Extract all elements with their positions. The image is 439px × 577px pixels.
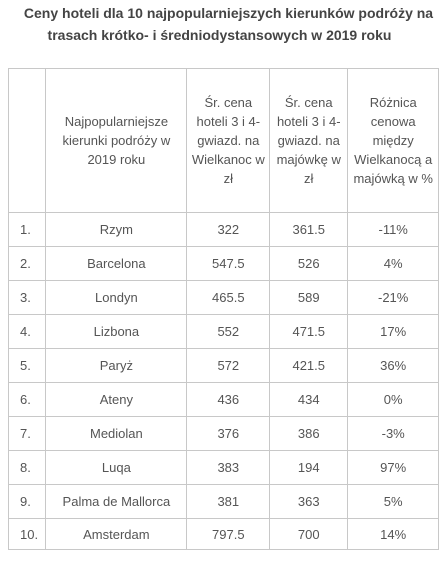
row-number: 7. (7, 416, 47, 451)
table-row: 2. Barcelona 547.5 526 4% (7, 246, 439, 281)
easter-price-cell: 797.5 (186, 518, 271, 550)
header-easter-price: Śr. cena hoteli 3 i 4-gwiazd. na Wielkan… (186, 68, 271, 213)
row-number: 2. (7, 246, 47, 281)
may-price-cell: 526 (269, 246, 349, 281)
destination-cell: Lizbona (45, 314, 188, 349)
difference-cell: -3% (347, 416, 439, 451)
easter-price-cell: 552 (186, 314, 271, 349)
may-price-cell: 589 (269, 280, 349, 315)
destination-cell: Luqa (45, 450, 188, 485)
easter-price-cell: 381 (186, 484, 271, 519)
header-price-difference: Różnica cenowa między Wielkanocą a majów… (347, 68, 439, 213)
difference-cell: -11% (347, 212, 439, 247)
title-line-1: Ceny hoteli dla 10 najpopularniejszych k… (23, 5, 434, 21)
difference-cell: 97% (347, 450, 439, 485)
easter-price-cell: 547.5 (186, 246, 271, 281)
table-row: 10. Amsterdam 797.5 700 14% (7, 518, 439, 550)
easter-price-cell: 465.5 (186, 280, 271, 315)
header-destination: Najpopularniejsze kierunki podróży w 201… (45, 68, 188, 213)
easter-price-cell: 322 (186, 212, 271, 247)
easter-price-cell: 436 (186, 382, 271, 417)
destination-cell: Londyn (45, 280, 188, 315)
table-row: 6. Ateny 436 434 0% (7, 382, 439, 417)
table-row: 1. Rzym 322 361.5 -11% (7, 212, 439, 247)
difference-cell: 14% (347, 518, 439, 550)
easter-price-cell: 572 (186, 348, 271, 383)
destination-cell: Amsterdam (45, 518, 188, 550)
table-row: 8. Luqa 383 194 97% (7, 450, 439, 485)
row-number: 4. (7, 314, 47, 349)
difference-cell: 0% (347, 382, 439, 417)
may-price-cell: 700 (269, 518, 349, 550)
row-number: 8. (7, 450, 47, 485)
may-price-cell: 434 (269, 382, 349, 417)
destination-cell: Mediolan (45, 416, 188, 451)
table-row: 3. Londyn 465.5 589 -21% (7, 280, 439, 315)
may-price-cell: 361.5 (269, 212, 349, 247)
destination-cell: Rzym (45, 212, 188, 247)
title-line-2: trasach krótko- i średniodystansowych w … (47, 27, 392, 43)
row-number: 9. (7, 484, 47, 519)
easter-price-cell: 376 (186, 416, 271, 451)
row-number: 6. (7, 382, 47, 417)
difference-cell: 36% (347, 348, 439, 383)
table-row: 5. Paryż 572 421.5 36% (7, 348, 439, 383)
row-number: 1. (7, 212, 47, 247)
destination-cell: Palma de Mallorca (45, 484, 188, 519)
may-price-cell: 194 (269, 450, 349, 485)
difference-cell: -21% (347, 280, 439, 315)
row-number: 3. (7, 280, 47, 315)
table-row: 4. Lizbona 552 471.5 17% (7, 314, 439, 349)
row-number: 5. (7, 348, 47, 383)
may-price-cell: 363 (269, 484, 349, 519)
destination-cell: Ateny (45, 382, 188, 417)
may-price-cell: 421.5 (269, 348, 349, 383)
difference-cell: 4% (347, 246, 439, 281)
destination-cell: Barcelona (45, 246, 188, 281)
table-title: Ceny hoteli dla 10 najpopularniejszych k… (0, 2, 439, 46)
may-price-cell: 386 (269, 416, 349, 451)
easter-price-cell: 383 (186, 450, 271, 485)
hotel-prices-table: Najpopularniejsze kierunki podróży w 201… (7, 68, 439, 550)
table-header-row: Najpopularniejsze kierunki podróży w 201… (7, 68, 439, 213)
header-may-price: Śr. cena hoteli 3 i 4-gwiazd. na majówkę… (269, 68, 349, 213)
may-price-cell: 471.5 (269, 314, 349, 349)
difference-cell: 5% (347, 484, 439, 519)
difference-cell: 17% (347, 314, 439, 349)
destination-cell: Paryż (45, 348, 188, 383)
table-row: 7. Mediolan 376 386 -3% (7, 416, 439, 451)
row-number: 10. (7, 518, 47, 550)
header-number (7, 68, 47, 213)
table-row: 9. Palma de Mallorca 381 363 5% (7, 484, 439, 519)
